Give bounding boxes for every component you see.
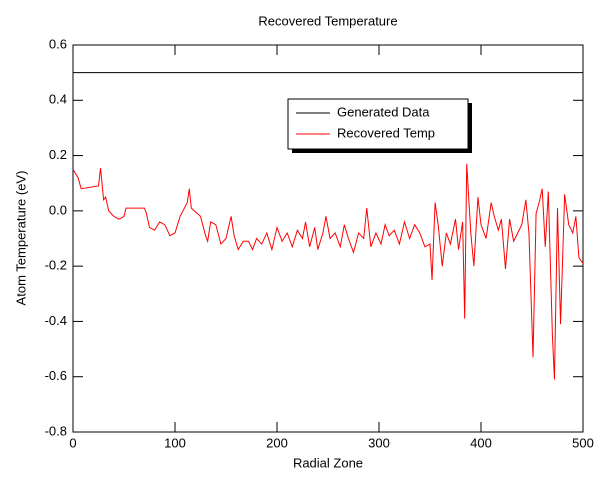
chart-title: Recovered Temperature [258,13,397,28]
y-axis-label: Atom Temperature (eV) [13,171,28,306]
y-tick-label: -0.2 [45,258,67,273]
y-tick-label: 0.6 [49,36,67,51]
y-tick-label: 0.0 [49,202,67,217]
x-axis-label: Radial Zone [293,455,363,470]
y-tick-label: -0.6 [45,368,67,383]
y-tick-label: 0.2 [49,147,67,162]
y-tick-label: -0.4 [45,313,67,328]
plot-frame [72,44,584,433]
y-tick-label: 0.4 [49,92,67,107]
x-tick-label: 500 [572,435,594,450]
x-tick-label: 0 [69,435,76,450]
legend-label: Generated Data [337,104,430,119]
legend-label: Recovered Temp [337,125,435,140]
y-tick-label: -0.8 [45,423,67,438]
legend-box [287,98,469,150]
x-tick-label: 100 [164,435,186,450]
x-tick-label: 200 [266,435,288,450]
data-line [72,163,584,380]
x-tick-label: 300 [368,435,390,450]
x-tick-label: 400 [470,435,492,450]
